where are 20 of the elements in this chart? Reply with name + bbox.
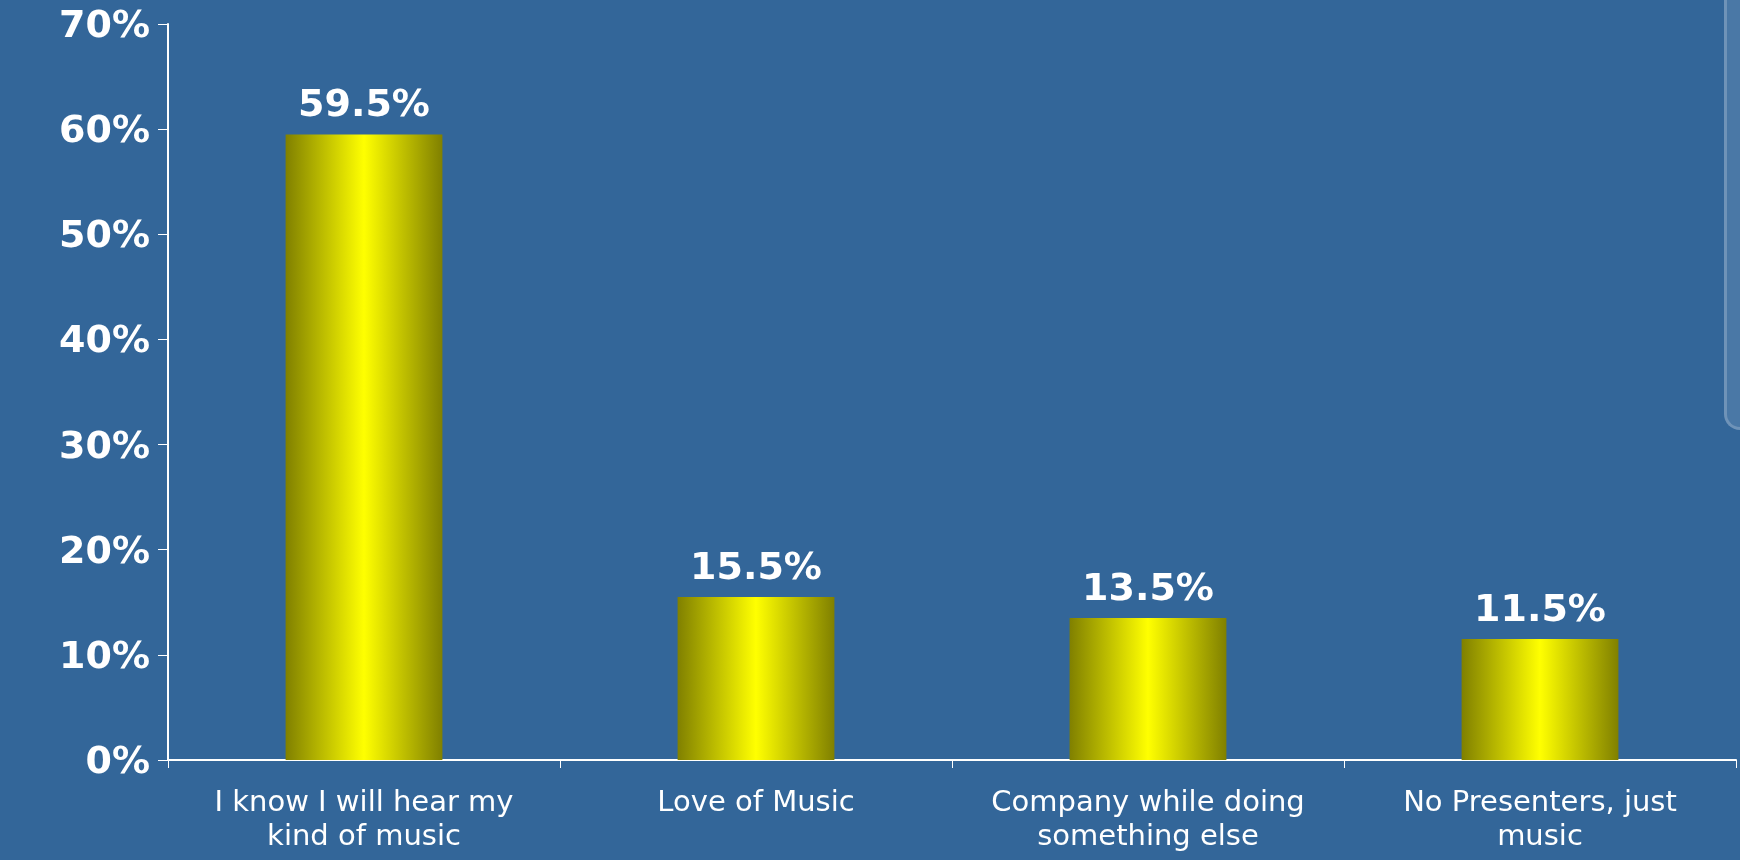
- y-tick-label: 20%: [59, 527, 150, 572]
- y-tick-label: 70%: [59, 2, 150, 46]
- x-tick-label: Company while doing something else: [991, 784, 1305, 852]
- y-tick-label: 40%: [59, 317, 150, 362]
- x-tick-label: Love of Music: [657, 784, 855, 818]
- bar: [1069, 618, 1227, 760]
- y-tick-label: 30%: [59, 422, 150, 467]
- bar: [1461, 639, 1619, 760]
- data-label: 15.5%: [690, 544, 822, 589]
- y-tick-label: 10%: [59, 632, 150, 677]
- x-tick-label: I know I will hear my kind of music: [214, 784, 514, 852]
- data-label: 13.5%: [1082, 565, 1214, 610]
- data-label: 11.5%: [1474, 586, 1606, 631]
- bar: [285, 134, 443, 760]
- y-tick-label: 0%: [85, 738, 150, 782]
- x-tick-label: No Presenters, just music: [1403, 784, 1677, 852]
- bar: [677, 597, 835, 760]
- data-label: 59.5%: [298, 81, 430, 126]
- y-tick-label: 50%: [59, 212, 150, 257]
- y-tick-label: 60%: [59, 107, 150, 152]
